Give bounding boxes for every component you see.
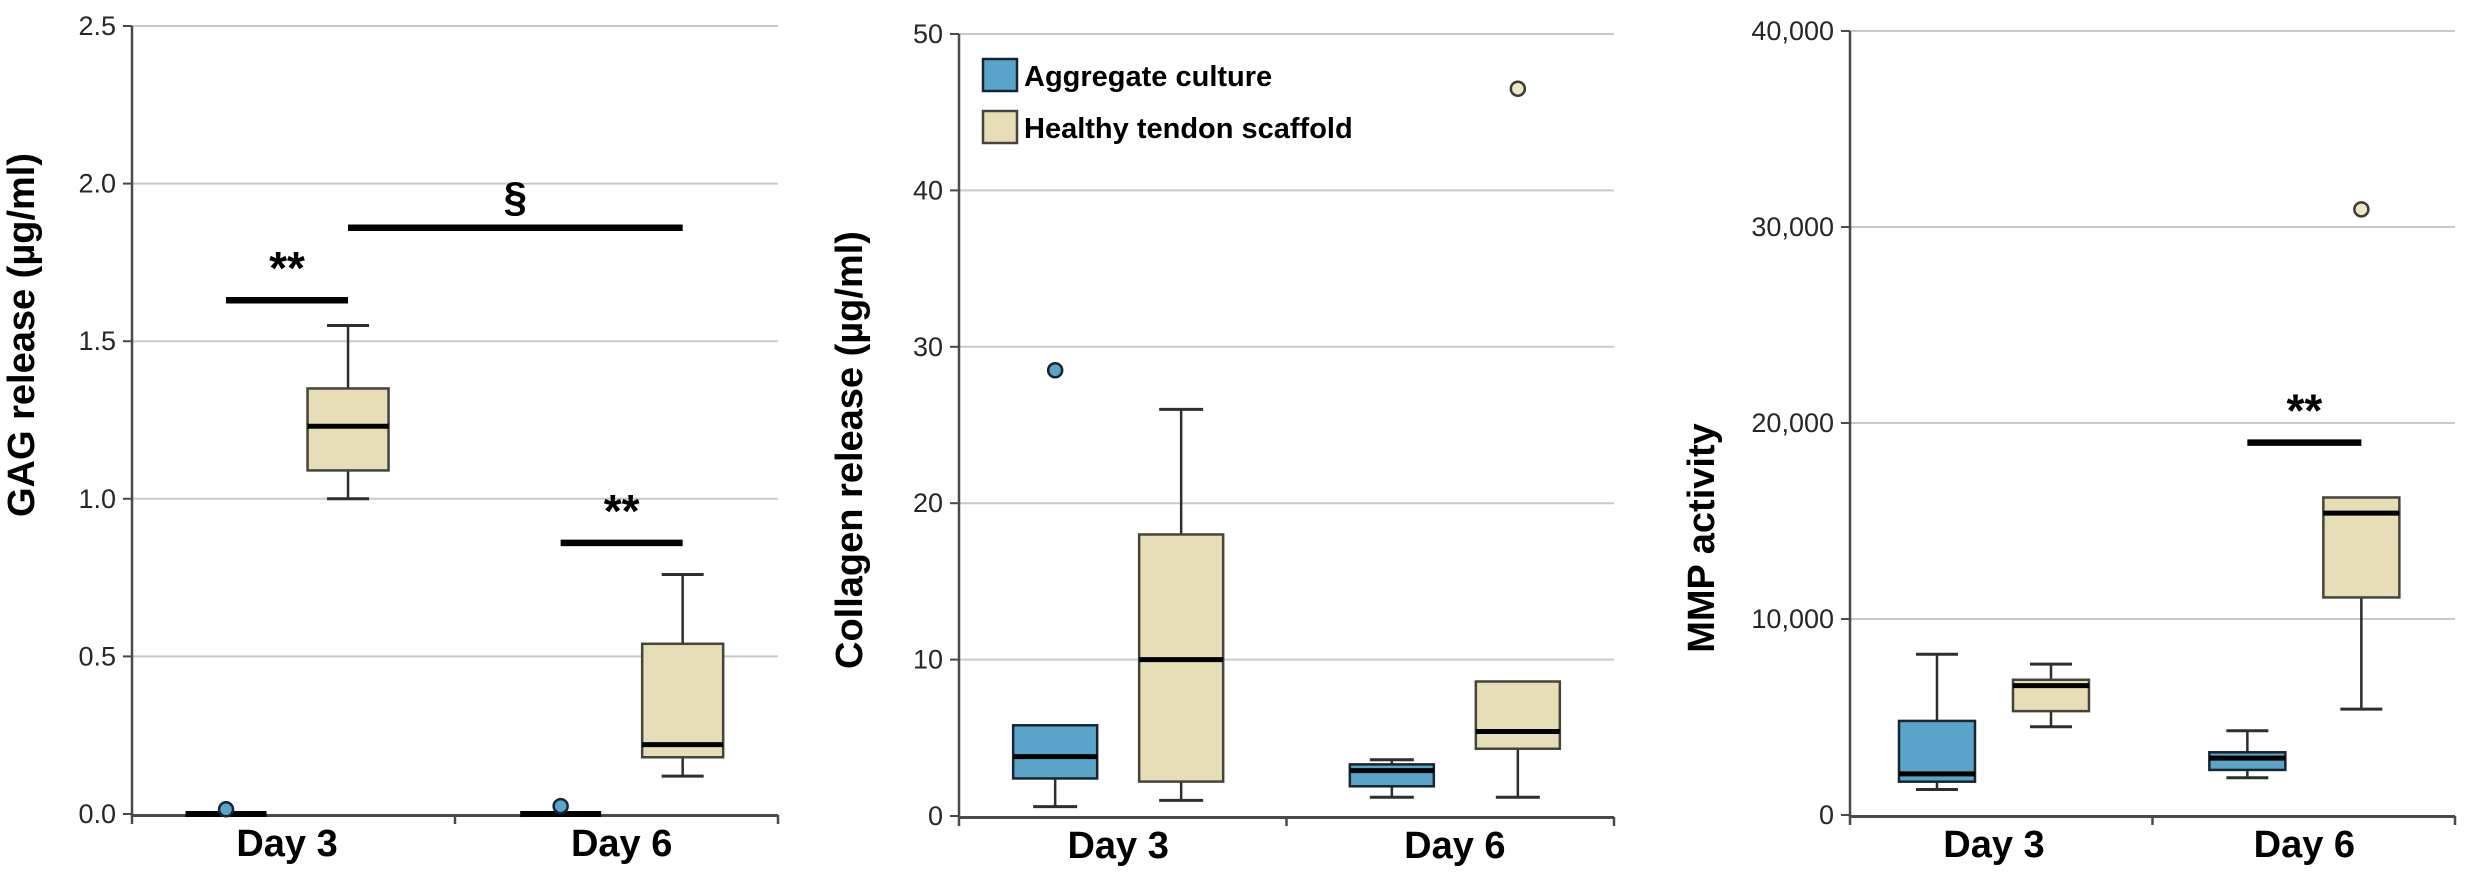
y-tick-label: 50: [913, 19, 943, 49]
box-aggregate-day6: [2208, 751, 2287, 772]
y-tick-label: 10: [913, 645, 943, 675]
outlier-dot: [217, 801, 235, 818]
outlier-dot: [1509, 80, 1527, 97]
y-tick-label: 0.5: [78, 641, 116, 671]
box-scaffold-day3: [306, 387, 390, 472]
category-label: Day 6: [571, 823, 672, 865]
y-tick-label: 1.5: [78, 326, 116, 356]
y-axis-title: GAG release (µg/ml): [1, 153, 43, 517]
significance-label: **: [269, 242, 305, 294]
box-aggregate-day6: [1348, 763, 1436, 788]
box-scaffold-day6: [640, 642, 725, 759]
legend-label-scaffold: Healthy tendon scaffold: [1024, 113, 1353, 145]
box-aggregate-day3: [1011, 724, 1099, 780]
legend-swatch-scaffold: [981, 109, 1019, 145]
y-tick-label: 40,000: [1751, 16, 1834, 46]
y-tick-label: 2.5: [78, 11, 116, 41]
outlier-dot: [1046, 362, 1064, 379]
legend-swatch-aggregate: [981, 57, 1019, 93]
y-tick-label: 2.0: [78, 169, 116, 199]
y-tick-label: 30: [913, 332, 943, 362]
y-tick-label: 0: [928, 801, 943, 831]
category-label: Day 3: [1067, 825, 1168, 867]
category-label: Day 6: [1404, 825, 1505, 867]
significance-label: §: [504, 174, 527, 221]
category-label: Day 3: [1943, 824, 2044, 866]
y-axis-title: MMP activity: [1681, 423, 1723, 652]
category-label: Day 3: [236, 823, 337, 865]
y-axis-title: Collagen release (µg/ml): [829, 231, 871, 669]
y-tick-label: 40: [913, 175, 943, 205]
y-tick-label: 1.0: [78, 484, 116, 514]
y-tick-label: 30,000: [1751, 212, 1834, 242]
y-tick-label: 0: [1819, 800, 1834, 830]
significance-label: **: [2286, 385, 2322, 437]
category-label: Day 6: [2254, 824, 2355, 866]
y-tick-label: 20,000: [1751, 408, 1834, 438]
y-tick-label: 20: [913, 488, 943, 518]
y-tick-label: 10,000: [1751, 604, 1834, 634]
box-scaffold-day6: [1474, 680, 1562, 750]
significance-label: **: [604, 485, 640, 537]
legend-label-aggregate: Aggregate culture: [1024, 61, 1272, 93]
y-tick-label: 0.0: [78, 799, 116, 829]
outlier-dot: [2353, 201, 2370, 218]
outlier-dot: [552, 797, 569, 815]
